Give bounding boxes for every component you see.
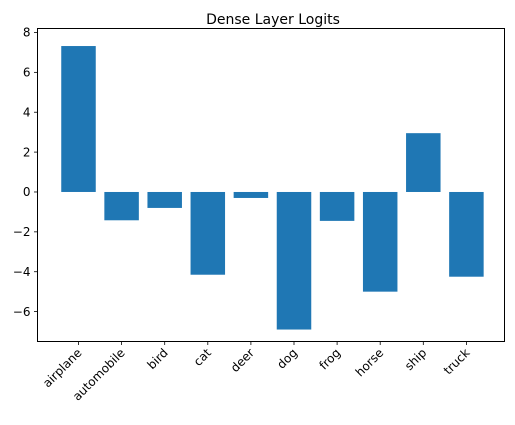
bar-airplane (61, 46, 96, 192)
bar-dog (276, 191, 312, 330)
y-tick-label: −2 (13, 225, 31, 239)
x-tick-label-truck: truck (441, 346, 473, 378)
y-tick-label: 8 (23, 26, 31, 40)
bar-bird (147, 191, 182, 208)
bar-ship (406, 133, 441, 192)
x-tick-label-deer: deer (228, 346, 257, 375)
bar-deer (233, 191, 269, 198)
bar-frog (319, 191, 355, 221)
x-tick-label-airplane: airplane (40, 346, 84, 390)
x-tick-label-ship: ship (402, 346, 429, 373)
y-tick-label: 0 (23, 185, 31, 199)
y-tick-label: −4 (13, 265, 31, 279)
chart-title: Dense Layer Logits (206, 12, 340, 28)
x-tick-label-frog: frog (316, 346, 343, 373)
bar-horse (362, 191, 398, 292)
x-tick-label-bird: bird (144, 346, 170, 372)
bar-automobile (104, 191, 139, 221)
y-tick-label: 2 (23, 145, 31, 159)
x-tick-label-dog: dog (274, 346, 300, 372)
x-tick-label-cat: cat (191, 346, 214, 369)
y-tick-label: 6 (23, 66, 31, 80)
plot-frame (37, 28, 505, 342)
bar-truck (449, 191, 484, 277)
bar-cat (190, 191, 226, 275)
y-tick-label: −6 (13, 305, 31, 319)
bars-group (61, 46, 484, 330)
x-tick-label-horse: horse (353, 346, 387, 380)
y-axis: −6 −4 −2 0 2 4 6 8 (13, 26, 38, 319)
y-tick-label: 4 (23, 105, 31, 119)
